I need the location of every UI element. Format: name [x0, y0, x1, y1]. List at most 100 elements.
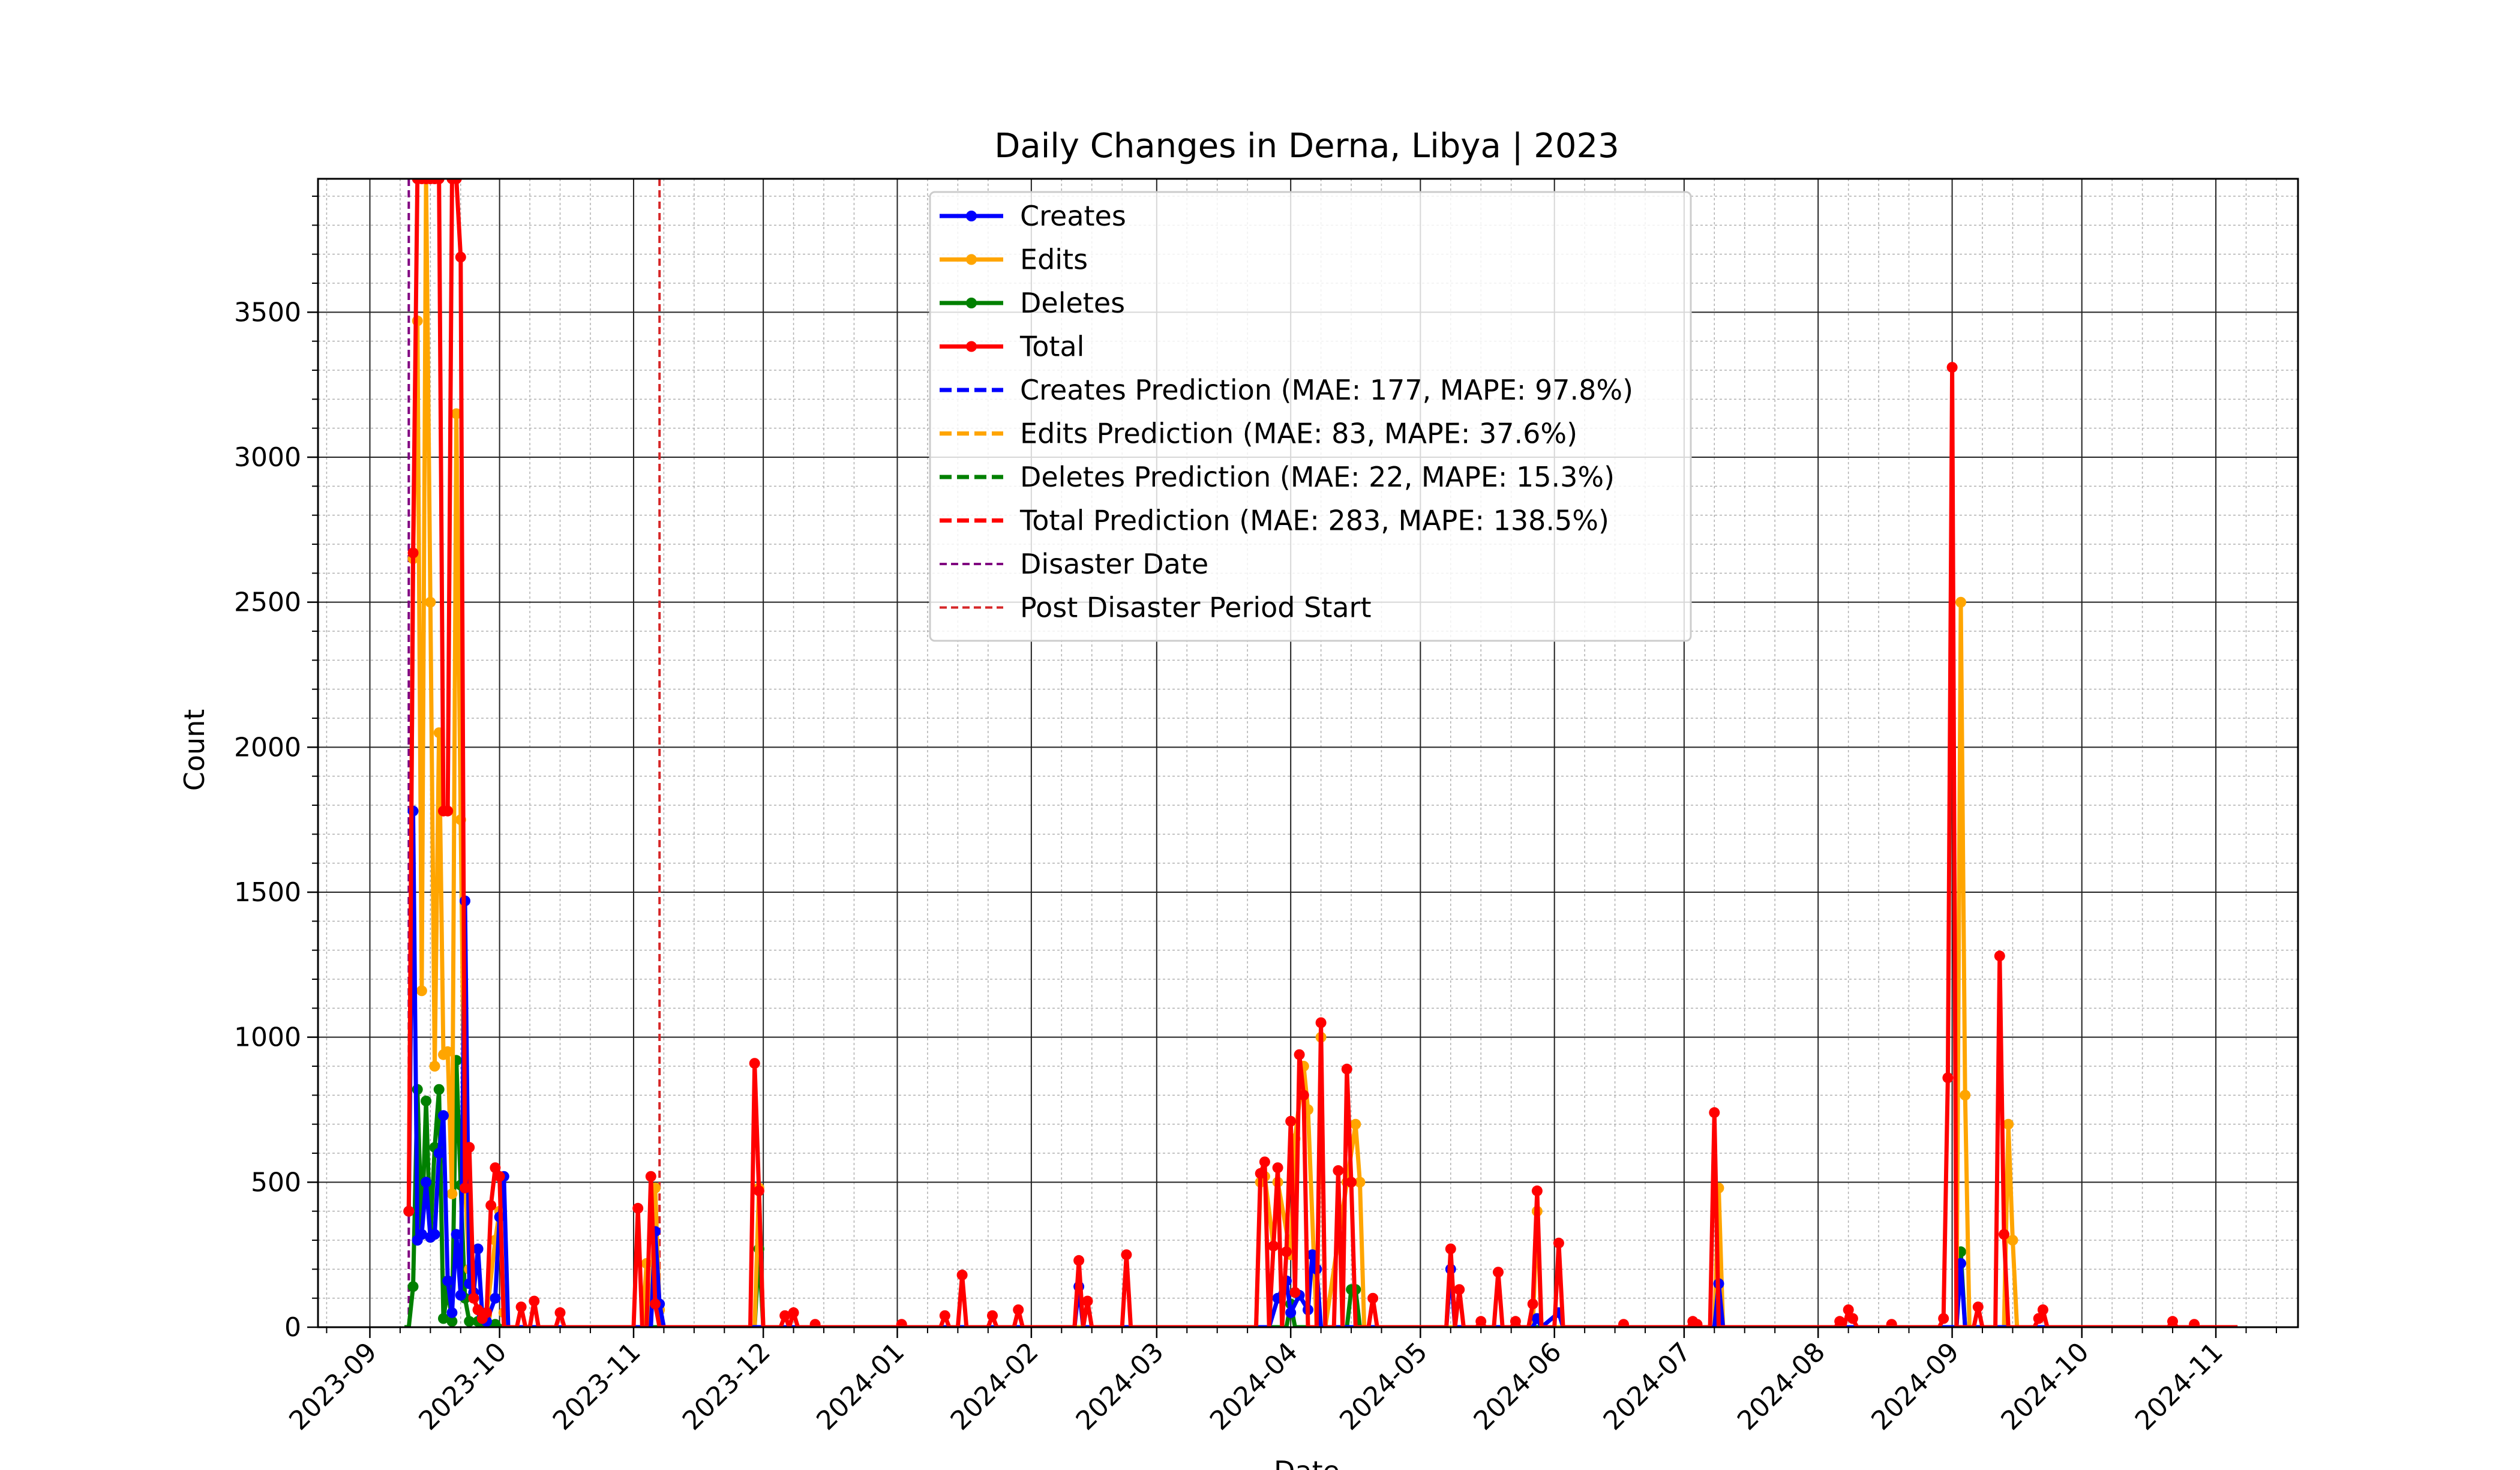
data-point-edits	[442, 1046, 454, 1057]
legend-label: Edits	[1020, 244, 1088, 276]
data-point-total	[2037, 1304, 2048, 1315]
y-tick-label: 3000	[234, 442, 301, 473]
data-point-total	[1294, 1049, 1305, 1060]
data-point-total	[809, 1319, 821, 1327]
data-point-total	[1531, 1185, 1543, 1196]
data-point-deletes	[446, 1316, 458, 1327]
x-axis-label: Date	[1274, 1455, 1340, 1470]
data-point-creates	[442, 1275, 454, 1286]
y-axis-label: Count	[178, 709, 211, 791]
data-point-total	[403, 1205, 415, 1217]
data-point-edits	[1354, 1177, 1366, 1188]
data-point-total	[529, 1295, 540, 1307]
data-point-total	[1121, 1249, 1132, 1261]
data-point-creates	[421, 1177, 432, 1188]
data-point-total	[1942, 1072, 1954, 1084]
data-point-total	[1475, 1316, 1487, 1327]
data-point-edits	[2003, 1118, 2014, 1130]
legend-item: Edits	[940, 244, 1088, 276]
data-point-total	[1073, 1255, 1085, 1266]
y-tick-label: 1500	[234, 877, 301, 908]
data-point-total	[455, 251, 466, 263]
y-tick-label: 500	[251, 1167, 301, 1198]
legend-item: Deletes Prediction (MAE: 22, MAPE: 15.3%…	[940, 461, 1615, 493]
data-point-total	[460, 1183, 470, 1193]
legend-item: Deletes	[940, 287, 1125, 319]
series-group	[403, 179, 2238, 1327]
data-point-creates	[446, 1307, 458, 1318]
data-point-total	[481, 1307, 492, 1318]
legend-item: Creates Prediction (MAE: 177, MAPE: 97.8…	[940, 374, 1633, 406]
data-point-total	[1938, 1313, 1949, 1324]
data-point-total	[1281, 1246, 1292, 1258]
legend-item: Total Prediction (MAE: 283, MAPE: 138.5%…	[940, 505, 1609, 537]
data-point-edits	[1350, 1118, 1361, 1130]
data-point-edits	[425, 596, 436, 608]
data-point-deletes	[421, 1096, 432, 1106]
data-point-total	[1999, 1229, 2009, 1240]
data-point-total	[1834, 1316, 1846, 1327]
data-point-edits	[1955, 596, 1966, 608]
data-point-creates	[472, 1243, 484, 1255]
data-point-total	[779, 1310, 791, 1321]
data-point-total	[632, 1202, 644, 1214]
data-point-creates	[455, 1289, 466, 1301]
data-point-creates	[1307, 1249, 1318, 1261]
data-point-total	[1445, 1243, 1456, 1255]
data-point-total	[1289, 1287, 1301, 1298]
y-tick-label: 3500	[234, 297, 301, 328]
legend-label: Deletes Prediction (MAE: 22, MAPE: 15.3%…	[1020, 461, 1615, 493]
data-point-total	[1843, 1304, 1854, 1315]
data-point-total	[1341, 1063, 1352, 1075]
data-point-total	[1268, 1240, 1279, 1252]
data-point-total	[1285, 1115, 1297, 1127]
y-tick-label: 2500	[234, 587, 301, 618]
data-point-total	[1272, 1162, 1283, 1174]
data-point-total	[1082, 1295, 1093, 1307]
data-point-creates	[1285, 1307, 1297, 1318]
data-point-total	[433, 179, 445, 184]
y-tick-label: 2000	[234, 732, 301, 763]
data-point-total	[1553, 1237, 1564, 1249]
data-point-total	[1994, 950, 2005, 962]
data-point-total	[1493, 1267, 1504, 1278]
data-point-total	[2189, 1319, 2200, 1327]
data-point-deletes	[490, 1319, 501, 1327]
data-point-total	[1972, 1301, 1984, 1313]
chart-title: Daily Changes in Derna, Libya | 2023	[994, 127, 1619, 166]
data-point-creates	[451, 1229, 462, 1240]
data-point-creates	[429, 1229, 440, 1240]
y-tick-label: 1000	[234, 1022, 301, 1053]
legend-label: Total	[1019, 331, 1084, 363]
legend-label: Edits Prediction (MAE: 83, MAPE: 37.6%)	[1020, 418, 1577, 450]
data-point-total	[1510, 1316, 1521, 1327]
legend-label: Deletes	[1020, 287, 1125, 319]
legend-marker	[966, 211, 977, 221]
legend-item: Total	[940, 331, 1084, 363]
data-point-total	[515, 1301, 527, 1313]
data-point-edits	[2007, 1235, 2018, 1246]
reference-lines	[407, 179, 661, 1327]
data-point-total	[1255, 1168, 1266, 1179]
data-point-total	[788, 1307, 799, 1318]
plot-frame	[317, 178, 2299, 1328]
data-point-total	[749, 1058, 760, 1069]
data-point-total	[407, 547, 419, 559]
data-point-total	[1367, 1292, 1379, 1304]
legend-item: Edits Prediction (MAE: 83, MAPE: 37.6%)	[940, 418, 1577, 450]
data-point-total	[1886, 1319, 1897, 1327]
data-point-total	[896, 1319, 907, 1327]
data-point-total	[485, 1200, 497, 1211]
data-point-total	[645, 1171, 656, 1182]
data-point-total	[1346, 1177, 1357, 1188]
data-point-deletes	[464, 1316, 475, 1327]
y-tick-label: 0	[284, 1312, 301, 1343]
data-point-total	[987, 1310, 998, 1321]
legend-label: Creates	[1020, 200, 1126, 232]
legend-item: Post Disaster Period Start	[940, 592, 1372, 624]
legend-item: Creates	[940, 200, 1126, 232]
data-point-total	[956, 1270, 968, 1280]
data-point-total	[490, 1162, 501, 1174]
data-point-total	[1847, 1313, 1858, 1324]
